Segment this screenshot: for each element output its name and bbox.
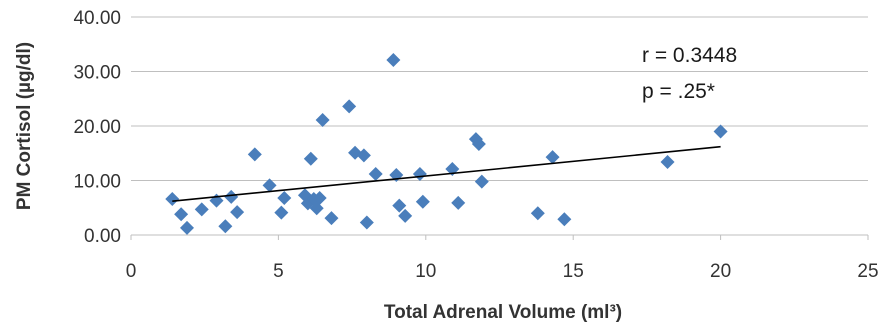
- data-point: [315, 113, 330, 128]
- x-tick-label: 0: [126, 261, 137, 282]
- data-point: [530, 206, 545, 221]
- trendline: [172, 145, 721, 203]
- data-point: [356, 148, 371, 163]
- data-point: [471, 136, 486, 151]
- data-point: [309, 201, 324, 216]
- data-point: [545, 150, 560, 165]
- data-points: [165, 53, 728, 235]
- x-tick-label: 25: [857, 261, 878, 282]
- data-point: [412, 166, 427, 181]
- x-tick-labels: 0 5 10 15 20 25: [126, 261, 879, 282]
- x-axis-title: Total Adrenal Volume (ml³): [384, 302, 622, 323]
- data-point: [342, 99, 357, 114]
- trendline-layer: [172, 145, 721, 203]
- data-point: [474, 174, 489, 189]
- data-point: [224, 189, 239, 204]
- y-axis-title: PM Cortisol (µg/dl): [14, 42, 35, 210]
- data-point: [368, 166, 383, 181]
- gridlines: [131, 16, 868, 181]
- data-point: [165, 192, 180, 207]
- p-value-annotation: p = .25*: [642, 80, 715, 103]
- correlation-annotation: r = 0.3448: [642, 44, 737, 67]
- data-point: [398, 208, 413, 223]
- y-tick-label: 40.00: [73, 8, 121, 29]
- data-point: [277, 190, 292, 205]
- x-tick-label: 5: [273, 261, 284, 282]
- data-point: [660, 154, 675, 169]
- data-point: [230, 205, 245, 220]
- data-point: [713, 124, 728, 139]
- data-point: [274, 205, 289, 220]
- data-point: [386, 53, 401, 68]
- x-tick-label: 20: [710, 261, 731, 282]
- data-point: [312, 190, 327, 205]
- y-tick-labels: 0.00 10.00 20.00 30.00 40.00: [73, 8, 121, 247]
- y-tick-label: 20.00: [73, 117, 121, 138]
- data-point: [262, 178, 277, 193]
- y-tick-label: 0.00: [84, 226, 121, 247]
- data-point: [247, 147, 262, 162]
- data-point: [415, 194, 430, 209]
- x-tick-label: 10: [415, 261, 436, 282]
- data-point: [303, 151, 318, 166]
- data-point: [451, 195, 466, 210]
- data-point: [392, 198, 407, 213]
- y-tick-label: 30.00: [73, 63, 121, 84]
- data-point: [324, 211, 339, 226]
- data-point: [359, 215, 374, 230]
- axes: [130, 234, 869, 240]
- data-point: [557, 212, 572, 227]
- data-point: [194, 202, 209, 217]
- data-point: [218, 219, 233, 234]
- x-tick-label: 15: [563, 261, 584, 282]
- data-point: [174, 207, 189, 222]
- data-point: [180, 220, 195, 235]
- y-tick-label: 10.00: [73, 172, 121, 193]
